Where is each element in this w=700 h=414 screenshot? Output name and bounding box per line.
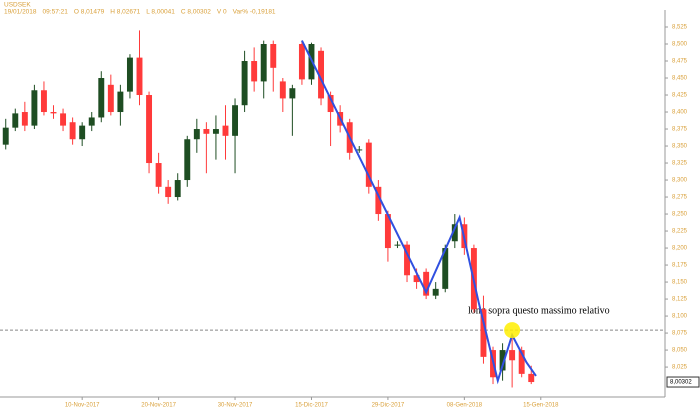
header-item: O 8,01479 <box>74 9 105 16</box>
y-tick-label: 8,150 <box>672 280 688 286</box>
candle-body <box>232 105 239 136</box>
candle-body <box>289 88 296 99</box>
candle-body <box>98 78 105 118</box>
candle-body <box>88 117 95 126</box>
candle-body <box>241 61 248 106</box>
header-item: 09:57:21 <box>43 9 69 16</box>
last-price-label: 8,00302 <box>670 380 692 386</box>
candle-body <box>394 244 401 246</box>
candle-body <box>480 309 487 357</box>
y-tick-label: 8,100 <box>672 314 688 320</box>
x-tick-label: 30-Nov-2017 <box>218 403 253 409</box>
candle-body <box>423 271 430 296</box>
candle-body <box>451 224 458 242</box>
candle-body <box>356 149 363 151</box>
y-tick-label: 8,275 <box>672 195 688 201</box>
candle-body <box>499 350 506 371</box>
candle-body <box>146 95 153 164</box>
candle-body <box>365 142 372 187</box>
candle-body <box>69 122 76 140</box>
y-tick-label: 8,125 <box>672 297 688 303</box>
candle-body <box>518 350 525 374</box>
candle-body <box>251 61 258 82</box>
x-tick-label: 10-Nov-2017 <box>65 403 100 409</box>
highlight <box>504 322 521 339</box>
x-tick-label: 29-Dic-2017 <box>372 403 405 409</box>
y-tick-label: 8,250 <box>672 212 688 218</box>
candle-body <box>193 129 200 140</box>
candle-body <box>212 129 219 134</box>
y-tick-label: 8,475 <box>672 59 688 65</box>
y-tick-label: 8,350 <box>672 144 688 150</box>
candle-body <box>40 90 47 113</box>
candle-body <box>174 180 181 198</box>
candle-body <box>442 248 449 289</box>
candle-body <box>2 127 9 145</box>
y-tick-label: 8,500 <box>672 42 688 48</box>
trendline <box>301 40 537 385</box>
candle-body <box>50 112 57 114</box>
x-tick-label: 08-Gen-2018 <box>447 403 483 409</box>
x-tick-label: 15-Gen-2018 <box>523 403 559 409</box>
candle-body <box>260 44 267 82</box>
last-price-box <box>666 376 700 388</box>
y-tick-label: 8,300 <box>672 178 688 184</box>
y-tick-label: 8,525 <box>672 25 688 31</box>
candle-body <box>222 125 229 136</box>
candle-body <box>21 112 28 126</box>
y-tick-label: 8,425 <box>672 93 688 99</box>
x-tick-label: 20-Nov-2017 <box>141 403 176 409</box>
y-tick-label: 8,050 <box>672 348 688 354</box>
candle-body <box>432 288 439 296</box>
y-tick-label: 8,450 <box>672 76 688 82</box>
x-tick-label: 15-Dic-2017 <box>295 403 328 409</box>
candle-body <box>279 81 286 99</box>
header-item: L 8,00041 <box>146 9 175 16</box>
candle-body <box>126 57 133 92</box>
candle-body <box>375 186 382 215</box>
candle-body <box>79 125 86 140</box>
y-tick-label: 8,400 <box>672 110 688 116</box>
candle-body <box>12 113 19 128</box>
candle-body <box>318 50 324 99</box>
candle-body <box>136 57 143 96</box>
candle-body <box>155 163 162 187</box>
candle-body <box>298 44 305 80</box>
candle-body <box>184 139 191 181</box>
candle-body <box>117 91 124 113</box>
candle-body <box>384 214 391 249</box>
header-item: Var% -0,19181 <box>233 9 276 16</box>
candle-body <box>31 90 38 126</box>
header-item: 19/01/2018 <box>4 9 37 16</box>
y-tick-label: 8,375 <box>672 127 688 133</box>
y-tick-label: 8,225 <box>672 229 688 235</box>
header-item: H 8,02671 <box>110 9 140 16</box>
candle-body <box>165 186 172 198</box>
candle-body <box>528 373 535 383</box>
header-item: C 8,00302 <box>181 9 211 16</box>
y-tick-label: 8,175 <box>672 263 688 269</box>
symbol: USDSEK <box>4 2 31 9</box>
candle-body <box>327 95 334 113</box>
candle-body <box>107 84 114 113</box>
candle-body <box>413 275 420 283</box>
annotation: long sopra questo massimo relativo <box>468 305 610 316</box>
candle-body <box>404 244 410 276</box>
candle-body <box>509 350 516 361</box>
y-tick-label: 8,200 <box>672 246 688 252</box>
y-tick-label: 8,075 <box>672 331 688 337</box>
candle-body <box>203 129 210 134</box>
header-item: V 0 <box>217 9 227 16</box>
candle-body <box>60 113 67 126</box>
candle-body <box>270 44 277 68</box>
y-tick-label: 8,325 <box>672 161 688 167</box>
y-tick-label: 8,025 <box>672 365 688 371</box>
